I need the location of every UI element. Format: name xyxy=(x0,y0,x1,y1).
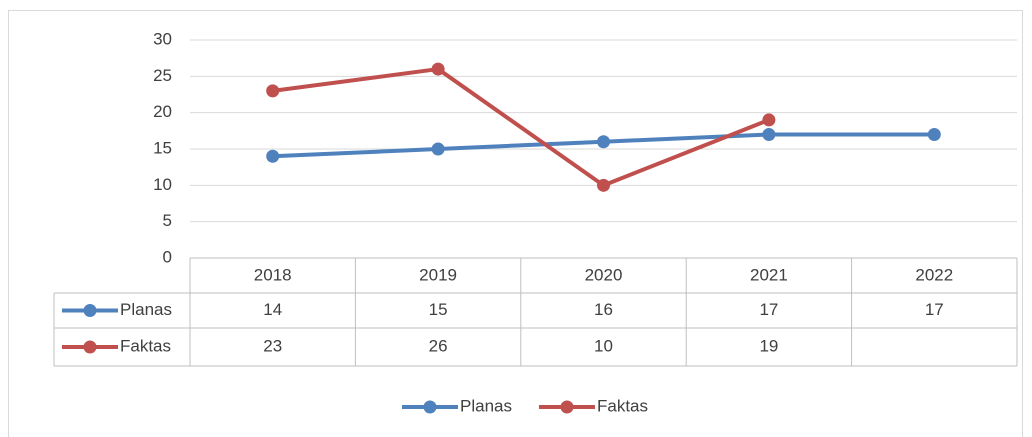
table-cell: 17 xyxy=(925,300,944,319)
table-cell: 26 xyxy=(429,336,448,355)
y-tick-label: 5 xyxy=(163,211,172,230)
table-cell: 15 xyxy=(429,300,448,319)
marker xyxy=(431,142,445,156)
y-tick-label: 20 xyxy=(153,102,172,121)
x-tick-label: 2018 xyxy=(254,265,292,284)
y-tick-label: 25 xyxy=(153,66,172,85)
y-tick-label: 0 xyxy=(163,247,172,266)
marker xyxy=(927,127,941,141)
series-line xyxy=(272,67,770,188)
marker xyxy=(762,127,776,141)
table-cell: 23 xyxy=(263,336,282,355)
x-tick-label: 2020 xyxy=(585,265,623,284)
marker xyxy=(266,149,280,163)
x-tick-label: 2021 xyxy=(750,265,788,284)
y-tick-label: 15 xyxy=(153,138,172,157)
x-tick-label: 2022 xyxy=(915,265,953,284)
marker xyxy=(266,84,280,98)
legend-label: Planas xyxy=(460,396,512,415)
y-tick-label: 30 xyxy=(153,29,172,48)
table-key-marker xyxy=(83,304,97,317)
marker xyxy=(762,113,776,127)
table-cell: 19 xyxy=(759,336,778,355)
marker xyxy=(597,135,610,149)
table-key-marker xyxy=(83,340,97,354)
marker xyxy=(597,178,610,192)
table-cell: 17 xyxy=(759,300,778,319)
table-row-label: Planas xyxy=(120,300,172,319)
table-row-label: Faktas xyxy=(120,336,171,355)
legend-key-marker xyxy=(560,400,574,414)
table-cell: 16 xyxy=(594,300,613,319)
legend-key-marker xyxy=(423,400,437,414)
marker xyxy=(431,62,445,76)
x-tick-label: 2019 xyxy=(419,265,457,284)
legend-label: Faktas xyxy=(597,396,648,415)
y-tick-label: 10 xyxy=(153,175,172,194)
table-cell: 14 xyxy=(263,300,282,319)
table-cell: 10 xyxy=(594,336,613,355)
